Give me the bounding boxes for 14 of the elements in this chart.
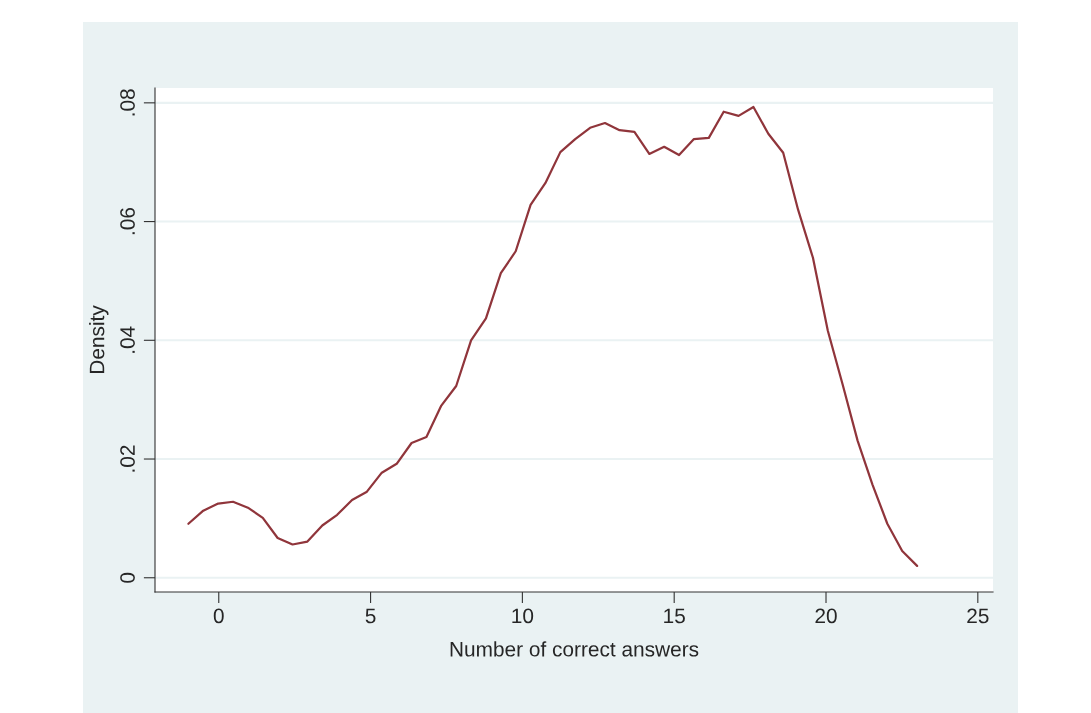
- x-tick-label: 0: [213, 608, 224, 624]
- y-tick-label: .06: [120, 208, 135, 235]
- y-tick-label: 0: [120, 572, 135, 583]
- x-tick-label: 20: [815, 608, 837, 624]
- x-tick-label: 5: [365, 608, 376, 624]
- line-series: [187, 105, 919, 567]
- y-tick-label: .02: [120, 445, 135, 472]
- x-tick-label: 25: [967, 608, 989, 624]
- x-axis-title: Number of correct answers: [450, 641, 699, 657]
- x-tick-label: 10: [512, 608, 534, 624]
- y-tick-label: .04: [120, 326, 135, 353]
- y-axis-title: Density: [89, 305, 109, 374]
- y-tick-label: .08: [120, 89, 135, 116]
- x-tick-label: 15: [664, 608, 685, 624]
